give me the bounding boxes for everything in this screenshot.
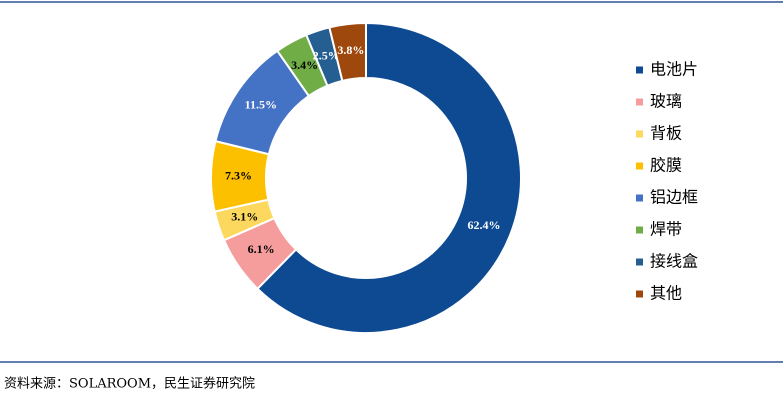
legend-swatch [636,130,643,138]
source-note: 资料来源：SOLAROOM，民生证券研究院 [4,376,255,392]
legend-label: 背板 [650,124,682,143]
data-label: 3.8% [337,43,364,57]
donut-segment [328,21,367,83]
legend-label: 焊带 [650,220,682,239]
data-label: 7.3% [225,168,252,182]
donut-segment [256,21,522,334]
legend-label: 玻璃 [650,92,682,111]
legend-swatch [636,162,643,170]
legend-label: 其他 [650,284,682,303]
legend-label: 接线盒 [650,252,698,271]
data-label: 2.5% [313,49,340,63]
legend-label: 胶膜 [650,156,682,175]
legend-swatch [636,226,643,234]
legend-swatch [636,98,643,106]
data-label: 62.4% [468,218,501,232]
legend-swatch [636,66,643,74]
data-label: 3.4% [291,58,318,72]
legend-swatch [636,290,643,298]
legend-label: 铝边框 [650,188,698,207]
data-label: 11.5% [245,98,277,112]
legend-swatch [636,194,643,202]
data-label: 6.1% [248,242,275,256]
legend-label: 电池片 [650,60,698,79]
legend-swatch [636,258,643,266]
data-label: 3.1% [231,209,258,223]
